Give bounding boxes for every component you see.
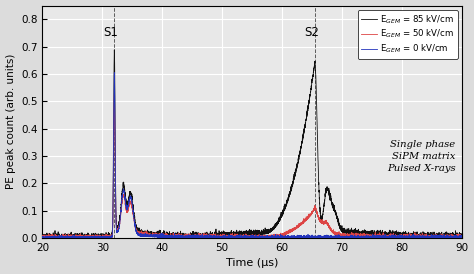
- E$_{GEM}$ = 50 kV/cm: [40, 236, 46, 239]
- E$_{GEM}$ = 50 kV/cm: [243, 236, 248, 239]
- Legend: E$_{GEM}$ = 85 kV/cm, E$_{GEM}$ = 50 kV/cm, E$_{GEM}$ = 0 kV/cm: E$_{GEM}$ = 85 kV/cm, E$_{GEM}$ = 50 kV/…: [357, 10, 457, 59]
- Text: Single phase
SiPM matrix
Pulsed X-rays: Single phase SiPM matrix Pulsed X-rays: [387, 140, 456, 173]
- E$_{GEM}$ = 85 kV/cm: [150, 233, 155, 236]
- E$_{GEM}$ = 50 kV/cm: [88, 236, 93, 240]
- E$_{GEM}$ = 50 kV/cm: [207, 236, 212, 239]
- E$_{GEM}$ = 85 kV/cm: [198, 233, 204, 237]
- Y-axis label: PE peak count (arb. units): PE peak count (arb. units): [6, 54, 16, 190]
- E$_{GEM}$ = 0 kV/cm: [459, 235, 465, 238]
- E$_{GEM}$ = 85 kV/cm: [459, 235, 465, 238]
- E$_{GEM}$ = 85 kV/cm: [99, 236, 104, 240]
- Text: S1: S1: [104, 26, 118, 39]
- E$_{GEM}$ = 0 kV/cm: [454, 236, 459, 240]
- E$_{GEM}$ = 85 kV/cm: [243, 232, 248, 235]
- E$_{GEM}$ = 0 kV/cm: [149, 234, 155, 238]
- E$_{GEM}$ = 50 kV/cm: [323, 221, 329, 224]
- Line: E$_{GEM}$ = 85 kV/cm: E$_{GEM}$ = 85 kV/cm: [43, 50, 462, 238]
- Line: E$_{GEM}$ = 50 kV/cm: E$_{GEM}$ = 50 kV/cm: [43, 94, 462, 238]
- E$_{GEM}$ = 85 kV/cm: [207, 234, 212, 238]
- E$_{GEM}$ = 85 kV/cm: [62, 236, 67, 240]
- E$_{GEM}$ = 85 kV/cm: [323, 189, 329, 193]
- E$_{GEM}$ = 50 kV/cm: [62, 236, 67, 240]
- E$_{GEM}$ = 0 kV/cm: [40, 236, 46, 239]
- E$_{GEM}$ = 0 kV/cm: [111, 71, 117, 74]
- E$_{GEM}$ = 50 kV/cm: [198, 234, 204, 237]
- E$_{GEM}$ = 50 kV/cm: [459, 236, 465, 239]
- E$_{GEM}$ = 0 kV/cm: [62, 235, 67, 238]
- E$_{GEM}$ = 85 kV/cm: [40, 235, 46, 239]
- Line: E$_{GEM}$ = 0 kV/cm: E$_{GEM}$ = 0 kV/cm: [43, 73, 462, 238]
- E$_{GEM}$ = 0 kV/cm: [198, 236, 204, 239]
- E$_{GEM}$ = 0 kV/cm: [206, 235, 212, 239]
- Text: S2: S2: [304, 26, 319, 39]
- E$_{GEM}$ = 0 kV/cm: [323, 236, 329, 239]
- E$_{GEM}$ = 0 kV/cm: [243, 235, 248, 239]
- X-axis label: Time (μs): Time (μs): [226, 258, 278, 269]
- E$_{GEM}$ = 50 kV/cm: [150, 233, 155, 236]
- E$_{GEM}$ = 85 kV/cm: [111, 48, 117, 52]
- E$_{GEM}$ = 50 kV/cm: [111, 92, 117, 95]
